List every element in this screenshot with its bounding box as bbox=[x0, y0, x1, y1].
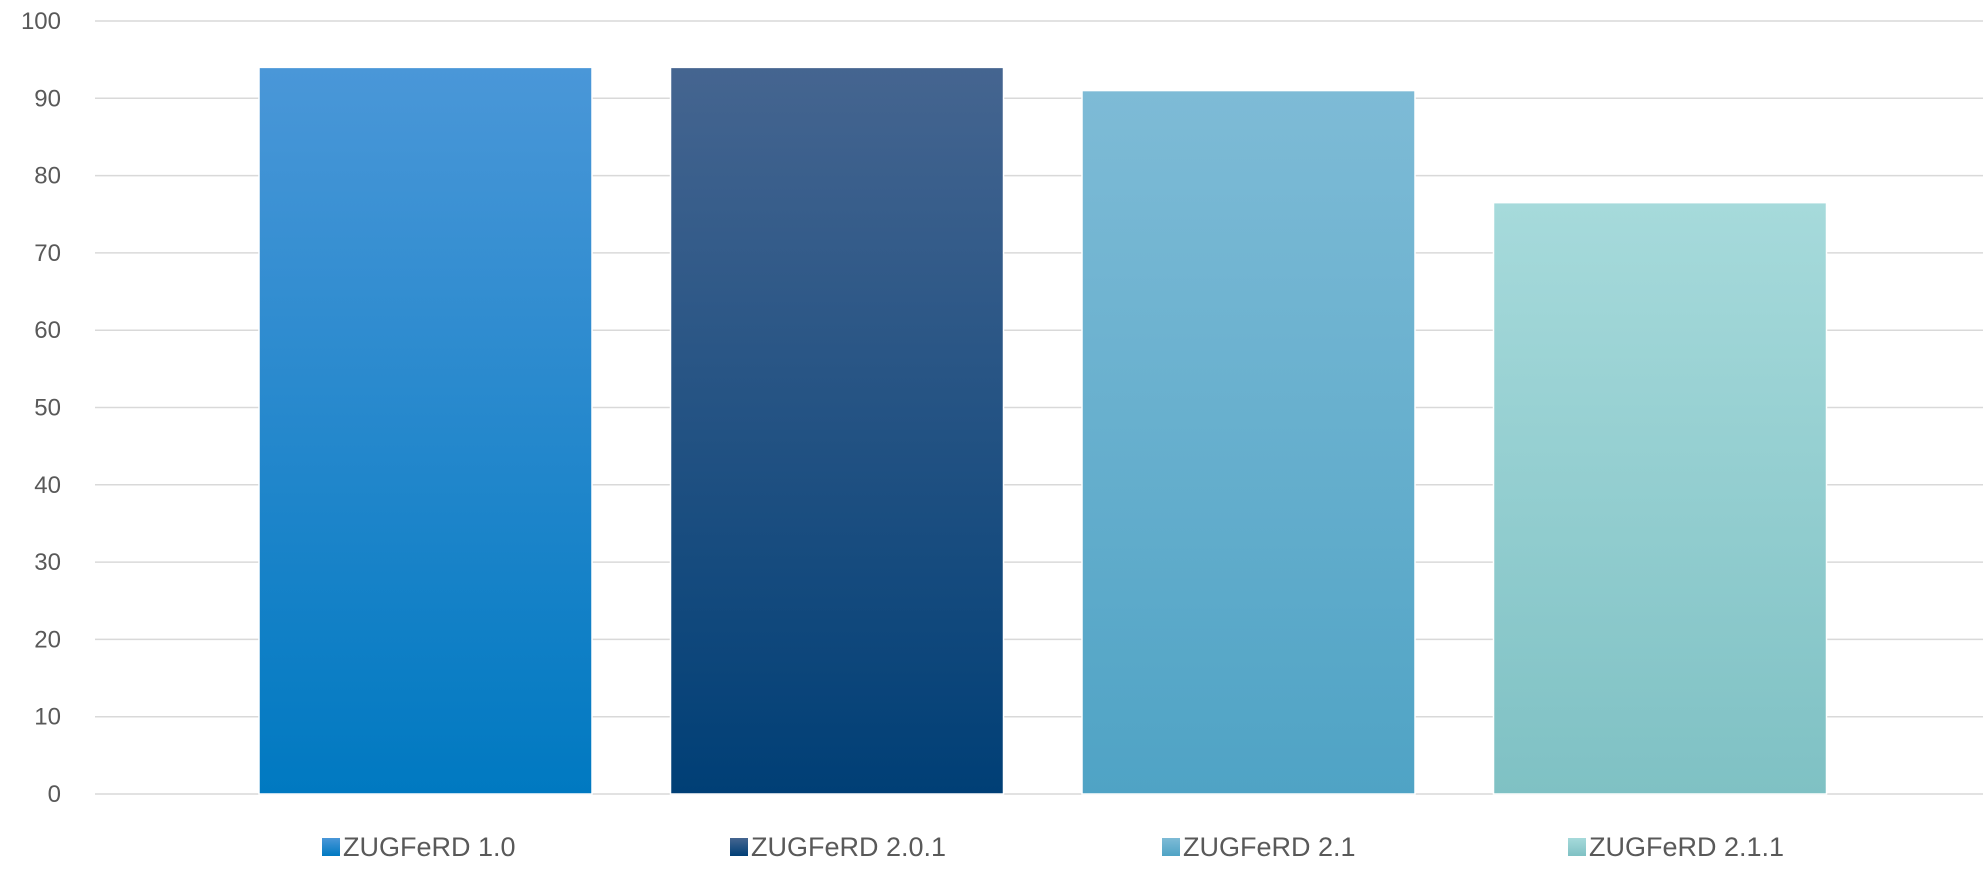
legend-label-1: ZUGFeRD 1.0 bbox=[343, 832, 516, 862]
y-axis: 0 10 20 30 40 50 60 70 80 90 100 bbox=[21, 8, 61, 808]
y-tick-label: 20 bbox=[34, 626, 61, 653]
y-tick-label: 80 bbox=[34, 163, 61, 190]
y-tick-label: 60 bbox=[34, 317, 61, 344]
legend-swatch-4 bbox=[1568, 838, 1586, 856]
bar-1 bbox=[258, 66, 593, 795]
y-tick-label: 90 bbox=[34, 85, 61, 112]
y-tick-label: 30 bbox=[34, 549, 61, 576]
legend-swatch-1 bbox=[322, 838, 340, 856]
y-tick-label: 70 bbox=[34, 240, 61, 267]
legend: ZUGFeRD 1.0 ZUGFeRD 2.0.1 ZUGFeRD 2.1 ZUGFe… bbox=[322, 832, 1784, 862]
legend-swatch-2 bbox=[730, 838, 748, 856]
bars bbox=[258, 66, 1828, 795]
y-tick-label: 50 bbox=[34, 395, 61, 422]
bar-4 bbox=[1492, 201, 1828, 795]
legend-label-2: ZUGFeRD 2.0.1 bbox=[751, 832, 946, 862]
y-tick-label: 0 bbox=[48, 781, 61, 808]
y-tick-label: 10 bbox=[34, 704, 61, 731]
y-tick-label: 40 bbox=[34, 472, 61, 499]
legend-label-4: ZUGFeRD 2.1.1 bbox=[1589, 832, 1784, 862]
legend-label-3: ZUGFeRD 2.1 bbox=[1183, 832, 1356, 862]
y-tick-label: 100 bbox=[21, 8, 61, 35]
bar-2 bbox=[669, 66, 1005, 795]
legend-swatch-3 bbox=[1162, 838, 1180, 856]
bar-3 bbox=[1081, 89, 1416, 795]
